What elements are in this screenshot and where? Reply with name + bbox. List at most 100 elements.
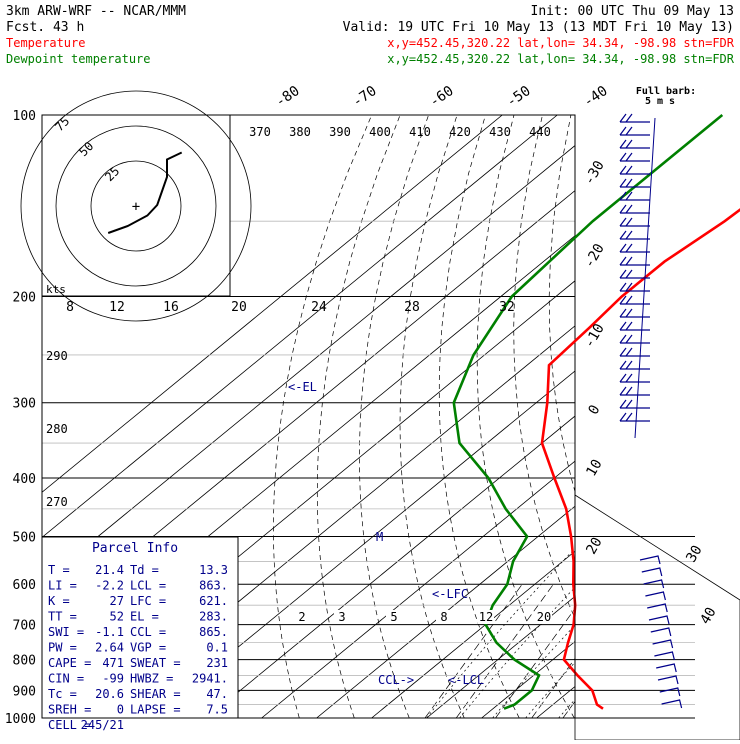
dry-adiabat [548, 115, 575, 494]
wind-barb [619, 269, 650, 279]
moist-adiabat [592, 297, 740, 719]
parcel-label: EL = [130, 610, 159, 624]
theta-label: 440 [529, 125, 551, 139]
theta-label: 370 [249, 125, 271, 139]
wind-barb [645, 591, 666, 601]
temperature-tick-label: -40 [581, 83, 611, 111]
parcel-value: 863. [199, 579, 228, 593]
temperature-tick-label: 40 [697, 605, 719, 628]
wind-barb [619, 412, 650, 422]
wind-barb [619, 373, 650, 383]
wind-barb [619, 230, 650, 240]
model-title: 3km ARW-WRF -- NCAR/MMM [6, 4, 186, 19]
mixing-ratio-label-bg [478, 610, 494, 624]
parcel-label: LAPSE = [130, 703, 181, 717]
parcel-value: 471 [102, 656, 124, 670]
isotherm-line [42, 145, 575, 583]
hodograph-ring [90, 160, 182, 252]
hodograph-speed-label: 28 [404, 300, 420, 315]
mixing-ratio-line [531, 657, 575, 718]
mixing-ratio-label-bg [334, 610, 350, 624]
pressure-tick-label: 200 [13, 291, 36, 306]
mixing-ratio-label: 2 [298, 610, 305, 624]
dry-adiabat [584, 115, 740, 718]
hodograph-ring [55, 125, 217, 287]
parcel-value: -1.1 [95, 625, 124, 639]
wind-barb [619, 152, 650, 162]
mixing-ratio-label: 20 [537, 610, 551, 624]
parcel-value: 0 [117, 703, 124, 717]
wind-barb [647, 603, 668, 613]
hodograph-trace [107, 151, 183, 234]
parcel-label: CIN = [48, 672, 84, 686]
dry-adiabat [359, 115, 429, 718]
mixing-ratio-label-bg [436, 610, 452, 624]
hodograph-origin: + [132, 199, 140, 215]
parcel-value: 2941. [192, 672, 228, 686]
wind-barb [659, 687, 681, 697]
level-annotation: CCL-> [378, 673, 414, 687]
mixing-ratio-label-bg [386, 610, 402, 624]
isotherm-line [42, 115, 503, 493]
theta-label: 280 [46, 422, 68, 436]
isotherm-line [536, 686, 575, 718]
mixing-ratio-line [602, 584, 699, 718]
parcel-value: -2.2 [95, 579, 124, 593]
forecast-hour: Fcst. 43 h [6, 20, 84, 35]
wind-barb [656, 663, 677, 673]
parcel-value: 865. [199, 625, 228, 639]
parcel-label: CELL = [48, 718, 91, 732]
mixing-ratio-line [495, 608, 575, 718]
pressure-tick-label: 300 [13, 397, 36, 412]
pressure-tick-label: 600 [13, 578, 36, 593]
wind-barb [619, 191, 650, 201]
parcel-label: LFC = [130, 594, 166, 608]
hodograph-speed-label: 12 [109, 300, 125, 315]
parcel-value: 52 [110, 610, 124, 624]
isotherm-line [426, 595, 575, 718]
isotherm-line [316, 505, 575, 718]
wind-barb [619, 308, 650, 318]
wind-barb [619, 243, 650, 253]
wind-barb [619, 178, 650, 188]
parcel-label: LI = [48, 579, 77, 593]
parcel-label: Td = [130, 563, 159, 577]
temperature-tick-label: 0 [585, 402, 603, 417]
legend-temperature-info: x,y=452.45,320.22 lat,lon= 34.34, -98.98… [387, 36, 735, 50]
mixing-ratio-label: 3 [338, 610, 345, 624]
parcel-label: SHEAR = [130, 687, 181, 701]
temperature-tick-label: -70 [350, 83, 380, 111]
wind-barb [639, 555, 661, 565]
wind-barb [619, 360, 650, 370]
theta-label: 380 [289, 125, 311, 139]
dry-adiabat [711, 115, 740, 718]
parcel-label: SWEAT = [130, 656, 181, 670]
theta-label: 420 [449, 125, 471, 139]
dewpoint-profile-line [452, 113, 724, 710]
parcel-label: HWBZ = [130, 672, 173, 686]
dry-adiabat [316, 115, 401, 718]
wind-barb [619, 282, 650, 292]
parcel-frame [41, 536, 239, 719]
pressure-tick-label: 400 [13, 472, 36, 487]
wind-barb [643, 579, 665, 589]
mixing-ratio-label: 8 [440, 610, 447, 624]
wind-barb [661, 699, 683, 709]
level-annotation: M [376, 530, 383, 544]
mixing-ratio-label-bg [536, 610, 552, 624]
wind-barb [619, 295, 650, 305]
mixing-ratio-label-bg [294, 610, 310, 624]
temperature-tick-label: -20 [581, 241, 608, 271]
temperature-tick-label: -30 [581, 158, 608, 188]
pressure-tick-label: 800 [13, 654, 36, 669]
wind-barb [650, 627, 672, 637]
background-grid [41, 114, 740, 719]
parcel-label: PW = [48, 641, 77, 655]
temperature-tick-label: 30 [683, 543, 705, 566]
wind-barb [619, 334, 650, 344]
parcel-value: 13.3 [199, 563, 228, 577]
